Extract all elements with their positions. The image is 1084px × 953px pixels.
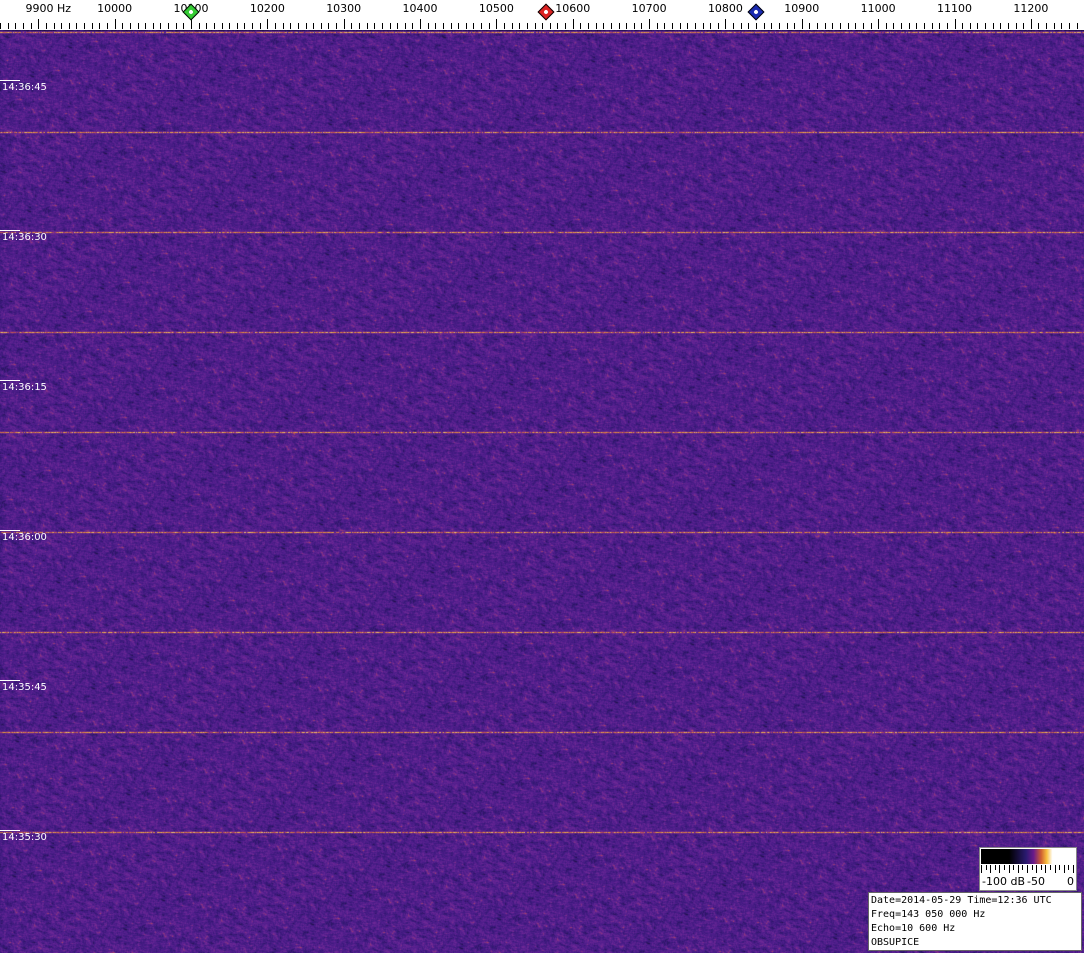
frequency-tick-label: 10200 xyxy=(249,2,285,15)
time-tick-label: 14:36:00 xyxy=(2,532,47,543)
info-date-time: Date=2014-05-29 Time=12:36 UTC xyxy=(871,895,1052,906)
time-tick-label: 14:36:15 xyxy=(2,382,47,393)
frequency-ticks xyxy=(0,19,1078,29)
color-scale-ticks xyxy=(981,865,1074,873)
frequency-tick-label: 10800 xyxy=(707,2,743,15)
time-tick-label: 14:36:45 xyxy=(2,82,47,93)
frequency-tick-label: 11000 xyxy=(860,2,896,15)
info-frequency: Freq=143 050 000 Hz xyxy=(871,909,986,920)
time-tick-label: 14:35:45 xyxy=(2,682,47,693)
colorbar-label-min: -100 dB xyxy=(982,875,1025,888)
frequency-tick-label: 11200 xyxy=(1013,2,1049,15)
colorbar-label-max: 0 xyxy=(1067,875,1074,888)
frequency-tick-label: 11100 xyxy=(937,2,972,15)
colorbar-label-mid: -50 xyxy=(1027,875,1045,888)
time-tick xyxy=(0,230,20,231)
time-tick xyxy=(0,380,20,381)
info-box: Date=2014-05-29 Time=12:36 UTC Freq=143 … xyxy=(868,892,1082,951)
time-tick xyxy=(0,80,20,81)
frequency-tick-label: 10600 xyxy=(555,2,591,15)
info-station: OBSUPICE xyxy=(871,937,920,948)
waterfall-canvas xyxy=(0,30,1084,953)
frequency-tick-label: 10300 xyxy=(326,2,362,15)
time-tick-label: 14:35:30 xyxy=(2,832,47,843)
frequency-axis: 9900 Hz100001010010200103001040010500106… xyxy=(0,0,1084,30)
frequency-tick-label: 10000 xyxy=(97,2,133,15)
info-echo: Echo=10 600 Hz xyxy=(871,923,956,934)
frequency-tick-label: 9900 Hz xyxy=(25,2,72,15)
color-scale: -100 dB -50 0 xyxy=(979,847,1077,891)
frequency-tick-label: 10900 xyxy=(784,2,820,15)
time-tick xyxy=(0,680,20,681)
color-gradient xyxy=(981,849,1075,864)
time-tick xyxy=(0,830,20,831)
frequency-tick-label: 10400 xyxy=(402,2,438,15)
time-tick-label: 14:36:30 xyxy=(2,232,47,243)
frequency-tick-label: 10500 xyxy=(478,2,514,15)
time-tick xyxy=(0,530,20,531)
frequency-tick-label: 10700 xyxy=(631,2,667,15)
